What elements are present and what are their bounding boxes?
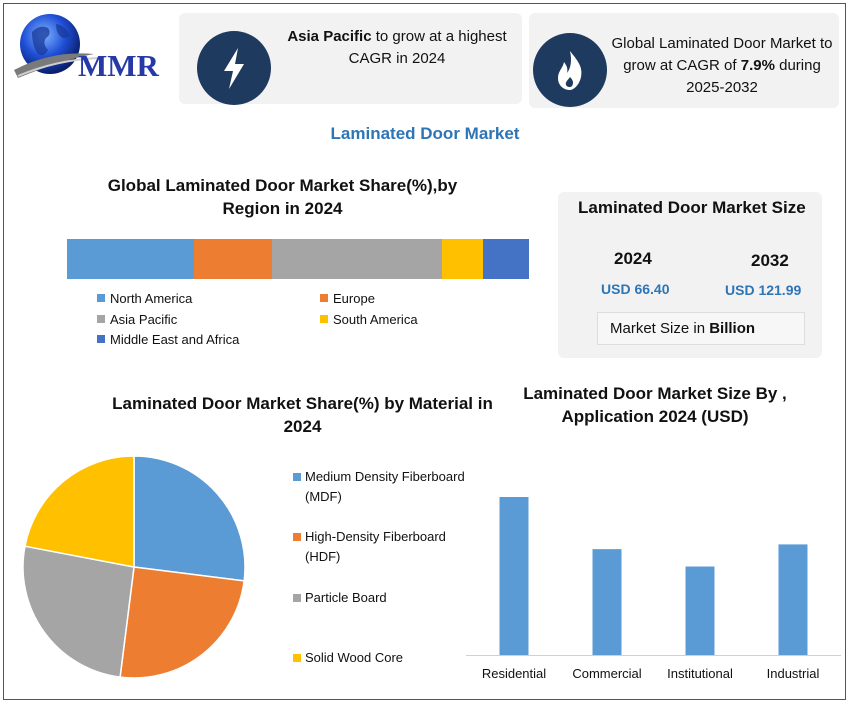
material-chart-title: Laminated Door Market Share(%) by Materi… (112, 394, 493, 436)
legend-solid-wood-core: Solid Wood Core (293, 648, 483, 668)
region-bar-segment (483, 239, 530, 279)
x-tick-label: Industrial (766, 666, 820, 681)
region-chart-title: Global Laminated Door Market Share(%),by… (107, 176, 458, 218)
application-bar (499, 497, 529, 655)
x-tick-label: Institutional (667, 666, 733, 681)
pie-slice (133, 455, 246, 582)
legend-south-america: South America (320, 312, 418, 327)
info-text-cagr: Global Laminated Door Market to grow at … (611, 35, 833, 96)
info-card-asia-pacific: Asia Pacific to grow at a highest CAGR i… (179, 13, 522, 105)
application-bar (778, 544, 808, 655)
year-2032: 2032 (751, 251, 789, 270)
legend-swatch (320, 315, 328, 323)
market-size-title: Laminated Door Market Size (578, 198, 806, 217)
region-bar-segment (441, 239, 484, 279)
x-tick-label: Commercial (572, 666, 642, 681)
legend-swatch (97, 294, 105, 302)
info-text-asia-pacific: Asia Pacific to grow at a highest CAGR i… (287, 28, 507, 67)
material-pie-chart (22, 455, 246, 679)
pie-slice (22, 545, 135, 678)
application-bar-chart (466, 497, 841, 656)
main-title: Laminated Door Market (330, 124, 520, 143)
globe-icon (14, 14, 99, 78)
info-card-cagr: Global Laminated Door Market to grow at … (529, 13, 839, 108)
market-size-2032: USD 121.99 (725, 282, 802, 298)
legend-swatch (320, 294, 328, 302)
legend-swatch (97, 315, 105, 323)
region-bar-segment (271, 239, 443, 279)
x-tick-label: Residential (481, 666, 547, 681)
legend-middle-east-africa: Middle East and Africa (97, 332, 239, 347)
lightning-bolt-icon (197, 31, 271, 105)
legend-europe: Europe (320, 291, 375, 306)
legend-swatch (293, 473, 301, 481)
legend-hdf: High-Density Fiberboard (HDF) (293, 527, 483, 567)
logo-text: MMR (78, 48, 159, 83)
application-bar (592, 549, 622, 655)
legend-mdf: Medium Density Fiberboard (MDF) (293, 467, 483, 507)
year-2024: 2024 (614, 249, 652, 268)
application-bar (685, 566, 715, 655)
market-size-unit: Market Size in Billion (597, 312, 805, 345)
mmr-logo: MMR (12, 10, 162, 88)
region-bar-segment (194, 239, 273, 279)
legend-particle-board: Particle Board (293, 588, 483, 608)
region-bar-segment (67, 239, 195, 279)
legend-swatch (97, 335, 105, 343)
legend-swatch (293, 533, 301, 541)
application-chart-title: Laminated Door Market Size By , Applicat… (523, 384, 787, 426)
pie-slice (24, 455, 135, 568)
flame-icon (533, 33, 607, 107)
market-size-2024: USD 66.40 (601, 281, 670, 297)
legend-asia-pacific: Asia Pacific (97, 312, 177, 327)
legend-swatch (293, 654, 301, 662)
legend-north-america: North America (97, 291, 192, 306)
legend-swatch (293, 594, 301, 602)
pie-slice (119, 566, 245, 679)
